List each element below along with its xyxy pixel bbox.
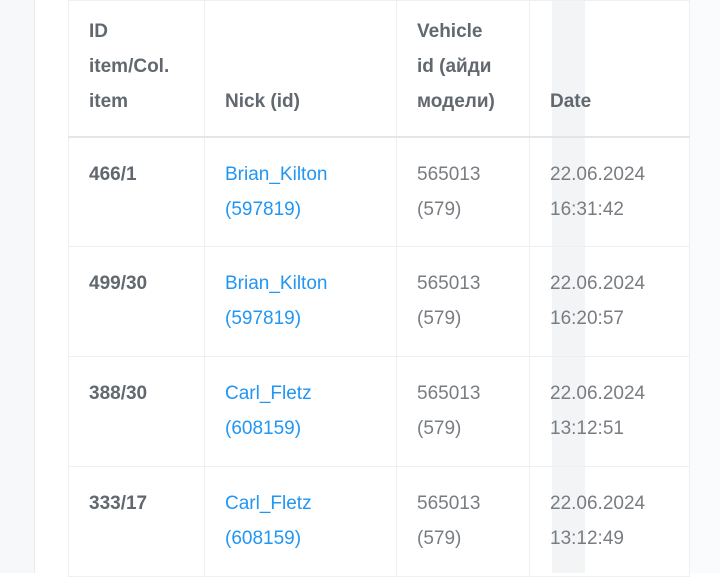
vehicle-model-id: (579) <box>417 528 462 549</box>
vehicle-log-table-container: ID item/Col. item Nick (id) Vehicle id (… <box>68 0 690 577</box>
item-id-cell: 388/30 <box>68 356 205 467</box>
log-date: 22.06.2024 <box>550 163 646 185</box>
log-date: 22.06.2024 <box>550 383 646 404</box>
column-header-item-id: ID item/Col. item <box>68 0 205 138</box>
log-time: 16:31:42 <box>550 198 624 220</box>
player-account-id: (597819) <box>225 308 302 329</box>
vehicle-model-id: (579) <box>417 308 462 329</box>
player-nick: Carl_Fletz <box>225 493 312 514</box>
log-date: 22.06.2024 <box>550 273 646 294</box>
player-account-id: (597819) <box>225 198 302 220</box>
player-account-id: (608159) <box>225 528 302 549</box>
vehicle-cell: 565013 (579) <box>396 356 530 467</box>
item-id-cell: 466/1 <box>68 136 205 247</box>
table-row: 333/17 Carl_Fletz (608159) 565013 (579) 22… <box>68 466 690 577</box>
date-cell: 22.06.2024 13:12:49 <box>529 466 690 577</box>
vehicle-model-id: (579) <box>417 198 462 220</box>
vehicle-cell: 565013 (579) <box>396 136 530 247</box>
date-cell: 22.06.2024 13:12:51 <box>529 356 690 467</box>
vehicle-id: 565013 <box>417 493 481 514</box>
vehicle-cell: 565013 (579) <box>396 466 530 577</box>
header-row: ID item/Col. item Nick (id) Vehicle id (… <box>68 0 690 138</box>
log-date: 22.06.2024 <box>550 493 646 514</box>
nick-cell: Carl_Fletz (608159) <box>204 466 397 577</box>
vehicle-cell: 565013 (579) <box>396 246 530 357</box>
table-row: 499/30 Brian_Kilton (597819) 565013 (579) … <box>68 246 690 357</box>
vehicle-id: 565013 <box>417 273 481 294</box>
vehicle-id: 565013 <box>417 383 481 404</box>
item-id-cell: 499/30 <box>68 246 205 357</box>
page-margin-left <box>0 0 35 573</box>
item-id-cell: 333/17 <box>68 466 205 577</box>
player-nick: Brian_Kilton <box>225 163 328 185</box>
column-header-vehicle-id: Vehicle id (айди модели) <box>396 0 530 138</box>
player-account-id: (608159) <box>225 418 302 439</box>
page-margin-right <box>689 0 720 573</box>
table-row: 388/30 Carl_Fletz (608159) 565013 (579) 22… <box>68 356 690 467</box>
table-row: 466/1 Brian_Kilton (597819) 565013 (579) 2… <box>68 136 690 247</box>
player-link[interactable]: Carl_Fletz (608159) <box>225 486 382 556</box>
date-cell: 22.06.2024 16:31:42 <box>529 136 690 247</box>
player-nick: Carl_Fletz <box>225 383 312 404</box>
nick-cell: Brian_Kilton (597819) <box>204 246 397 357</box>
column-header-date: Date <box>529 0 690 138</box>
player-link[interactable]: Brian_Kilton (597819) <box>225 157 382 227</box>
player-link[interactable]: Brian_Kilton (597819) <box>225 266 382 336</box>
date-cell: 22.06.2024 16:20:57 <box>529 246 690 357</box>
player-link[interactable]: Carl_Fletz (608159) <box>225 376 382 446</box>
nick-cell: Carl_Fletz (608159) <box>204 356 397 467</box>
log-time: 16:20:57 <box>550 308 624 329</box>
vehicle-model-id: (579) <box>417 418 462 439</box>
vehicle-log-table: ID item/Col. item Nick (id) Vehicle id (… <box>68 0 690 577</box>
log-time: 13:12:51 <box>550 418 624 439</box>
log-time: 13:12:49 <box>550 528 624 549</box>
column-header-nick: Nick (id) <box>204 0 397 138</box>
nick-cell: Brian_Kilton (597819) <box>204 136 397 247</box>
player-nick: Brian_Kilton <box>225 273 328 294</box>
vehicle-id: 565013 <box>417 163 481 185</box>
